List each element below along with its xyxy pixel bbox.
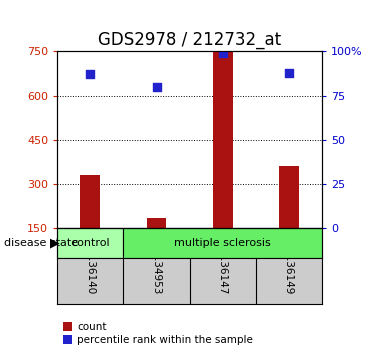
Text: GSM136147: GSM136147 [218, 230, 228, 294]
Title: GDS2978 / 212732_at: GDS2978 / 212732_at [98, 31, 281, 48]
Bar [81, 175, 100, 228]
Text: GSM136149: GSM136149 [284, 230, 294, 294]
Text: disease state: disease state [4, 238, 78, 249]
Point [87, 72, 93, 77]
Text: multiple sclerosis: multiple sclerosis [174, 238, 271, 249]
Legend: count, percentile rank within the sample: count, percentile rank within the sample [63, 322, 253, 345]
Bar [57, 228, 124, 258]
Point [154, 84, 159, 90]
Text: GSM136140: GSM136140 [85, 230, 95, 294]
Bar [213, 51, 233, 228]
Text: GSM134953: GSM134953 [152, 230, 162, 294]
Text: control: control [71, 238, 110, 249]
Bar [279, 166, 299, 228]
Bar [124, 228, 322, 258]
Point [286, 70, 292, 75]
Text: ▶: ▶ [50, 237, 60, 250]
Point [220, 50, 226, 56]
Bar [147, 218, 166, 228]
